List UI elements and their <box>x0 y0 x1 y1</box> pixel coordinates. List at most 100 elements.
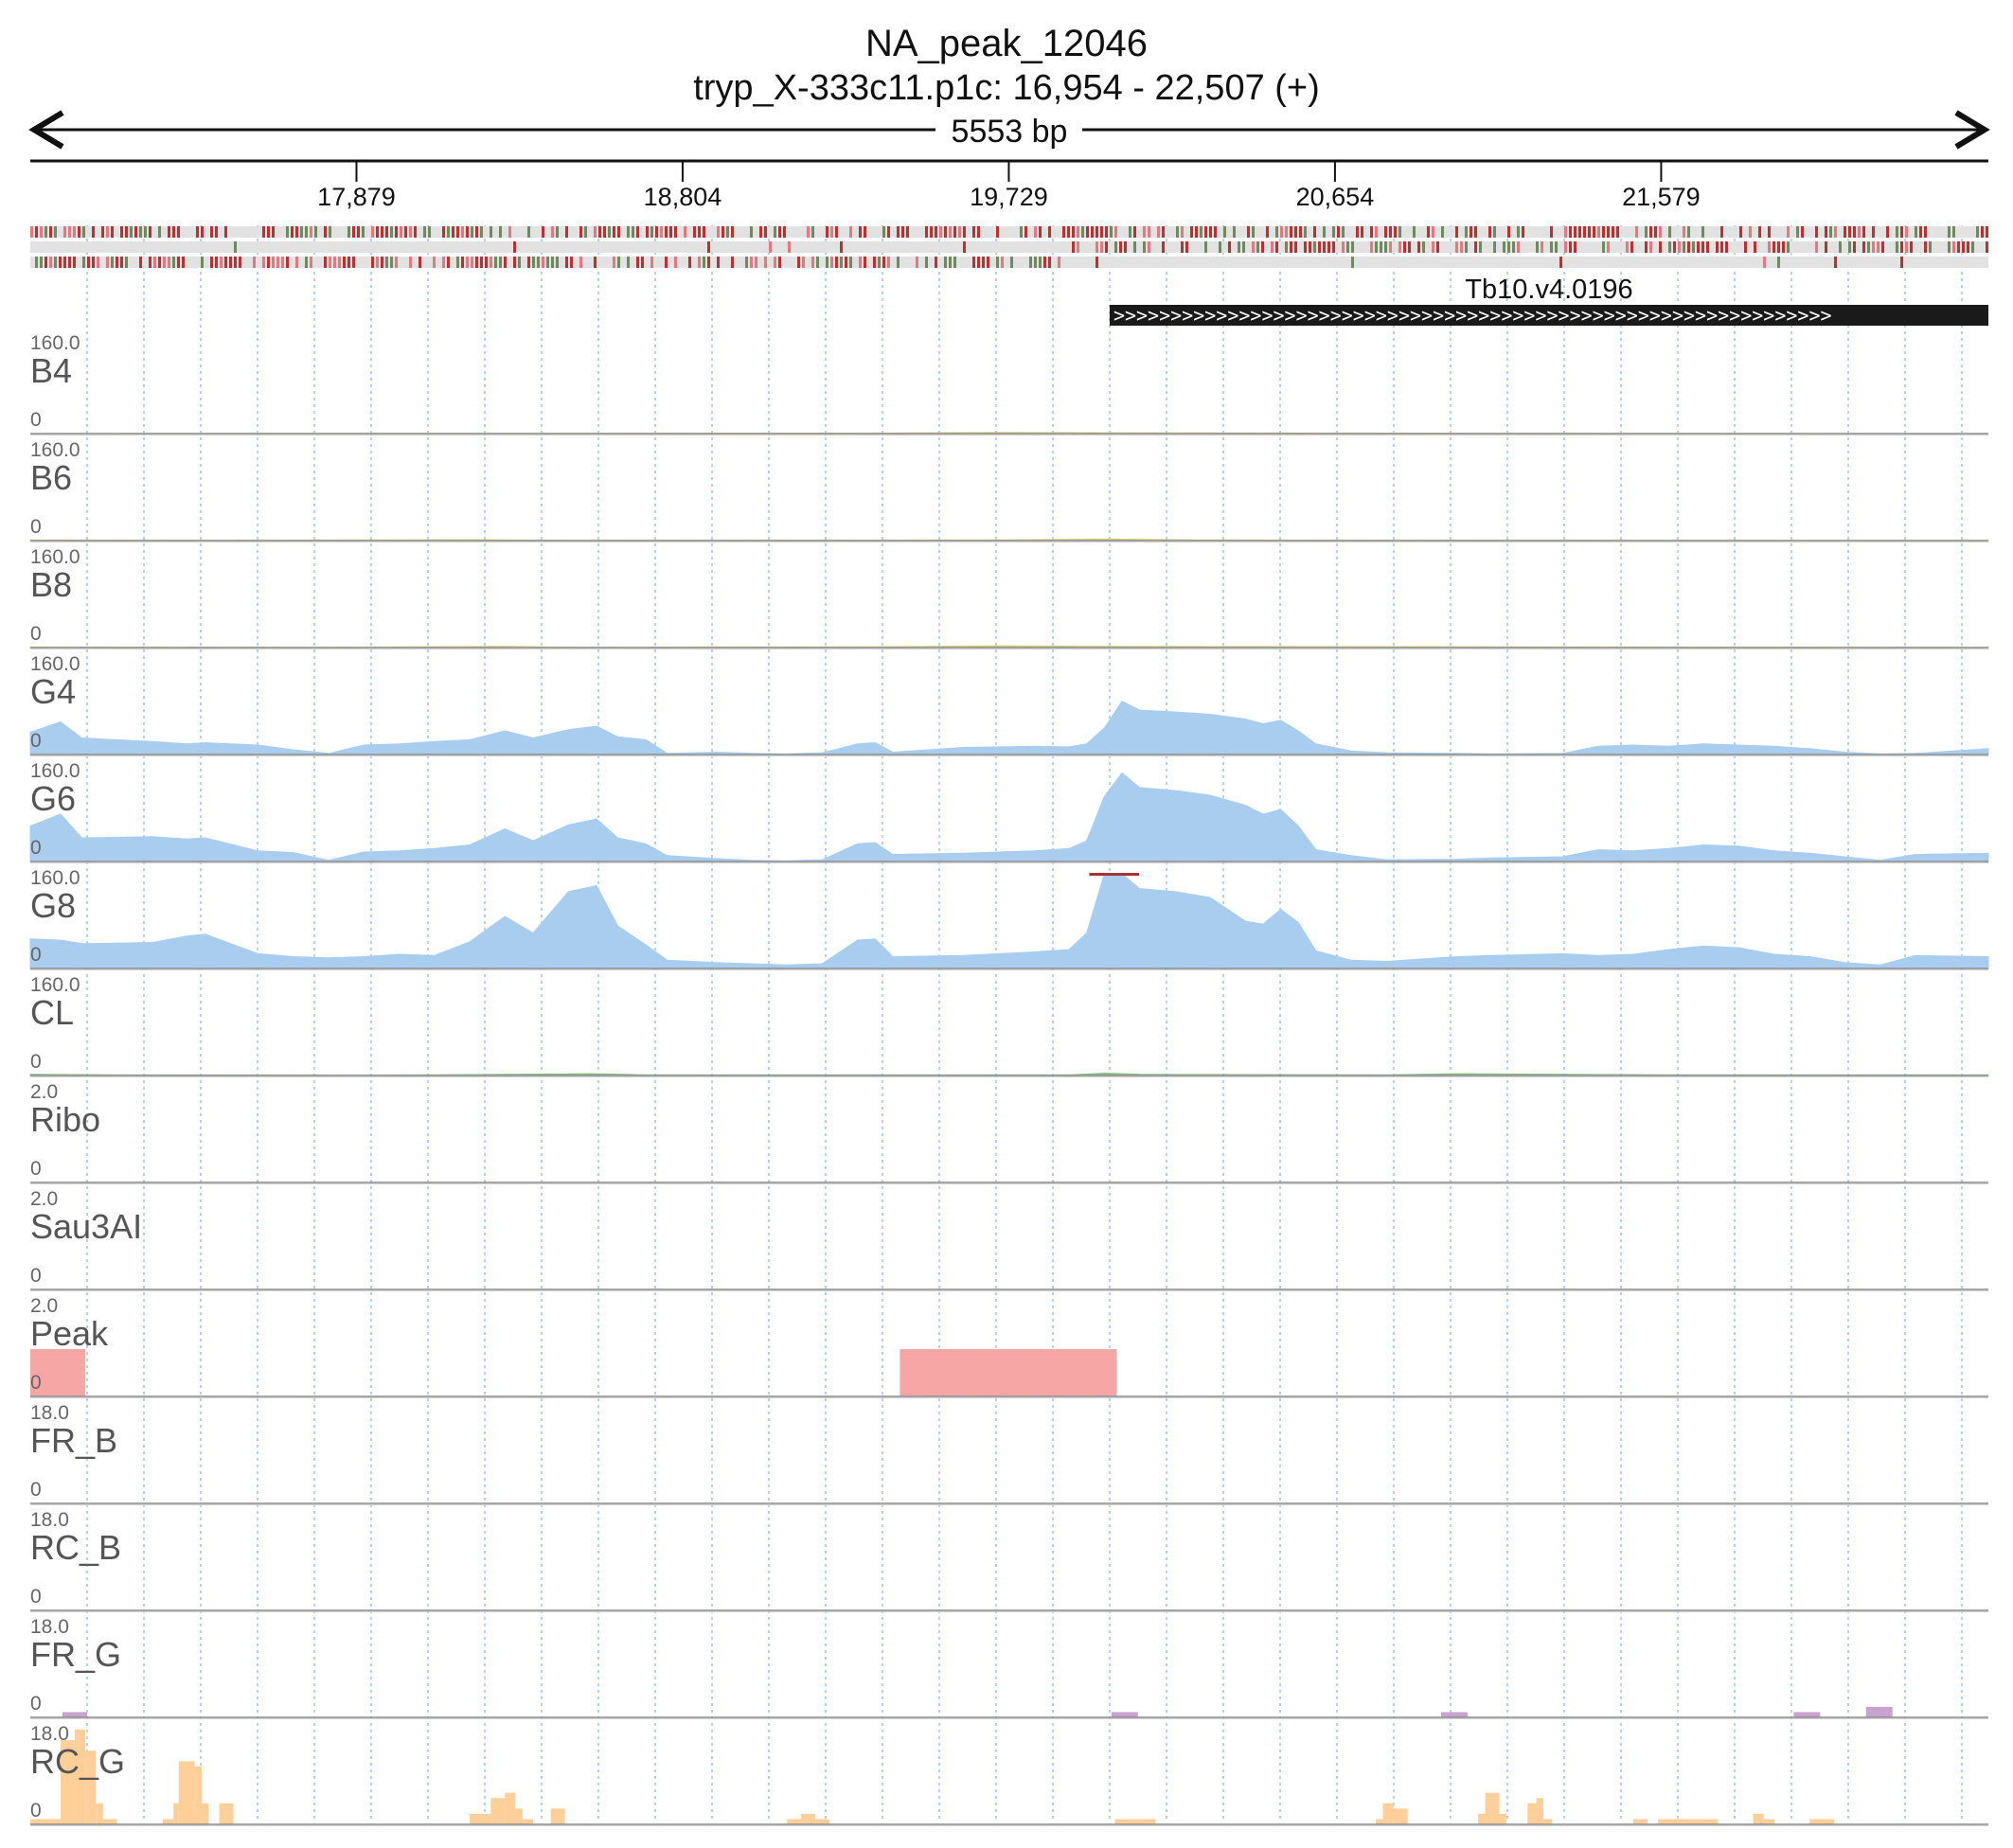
codon-mark <box>1763 257 1766 268</box>
codon-mark <box>1848 226 1851 238</box>
codon-mark <box>130 226 133 238</box>
codon-mark <box>925 257 928 268</box>
codon-mark <box>887 226 890 238</box>
track-min-label: 0 <box>30 1693 42 1715</box>
codon-mark <box>163 257 166 268</box>
codon-mark <box>778 257 781 268</box>
codon-mark <box>499 257 502 268</box>
codon-mark <box>220 257 223 268</box>
codon-mark <box>1659 241 1662 253</box>
codon-mark <box>1986 226 1988 238</box>
codon-mark <box>655 226 658 238</box>
codon-mark <box>1351 257 1354 268</box>
codon-mark <box>1020 226 1023 238</box>
codon-mark <box>1744 241 1747 253</box>
codon-mark <box>1574 241 1577 253</box>
codon-mark <box>1133 241 1136 253</box>
codon-mark <box>262 257 265 268</box>
interval-bar <box>1543 1819 1553 1824</box>
codon-mark <box>310 257 312 268</box>
track-name-label: B6 <box>30 458 72 497</box>
codon-mark <box>111 226 114 238</box>
locus-subtitle: tryp_X-333c11.p1c: 16,954 - 22,507 (+) <box>693 68 1320 108</box>
codon-mark <box>693 226 696 238</box>
interval-bar <box>900 1349 1117 1396</box>
codon-mark <box>120 257 123 268</box>
codon-mark <box>1616 226 1619 238</box>
track-min-label: 0 <box>30 516 42 538</box>
codon-mark <box>1900 257 1903 268</box>
interval-bar <box>1114 1819 1156 1824</box>
codon-mark <box>1299 226 1302 238</box>
codon-mark <box>1470 226 1472 238</box>
codon-mark <box>1910 241 1913 253</box>
interval-bar <box>515 1808 523 1824</box>
codon-mark <box>731 226 734 238</box>
interval-bar <box>1478 1813 1486 1824</box>
codon-mark <box>1687 226 1690 238</box>
codon-mark <box>168 257 170 268</box>
track-min-label: 0 <box>30 837 42 859</box>
codon-mark <box>802 257 805 268</box>
codon-mark <box>134 226 137 238</box>
codon-mark <box>1384 226 1387 238</box>
codon-mark <box>376 257 379 268</box>
codon-mark <box>674 257 677 268</box>
codon-mark <box>864 257 866 268</box>
codon-mark <box>1872 241 1875 253</box>
codon-mark <box>499 226 502 238</box>
codon-mark <box>1318 241 1321 253</box>
interval-bar <box>1632 1819 1648 1824</box>
codon-mark <box>1398 226 1401 238</box>
codon-mark <box>352 257 355 268</box>
codon-mark <box>584 226 587 238</box>
codon-mark <box>1522 226 1524 238</box>
track-name-label: G4 <box>30 672 76 711</box>
codon-mark <box>1948 226 1951 238</box>
codon-mark <box>1119 241 1122 253</box>
codon-mark <box>551 226 554 238</box>
track-max-label: 160.0 <box>30 332 80 354</box>
codon-mark <box>1436 241 1439 253</box>
codon-mark <box>759 226 762 238</box>
codon-mark <box>1692 241 1695 253</box>
codon-mark <box>1602 241 1605 253</box>
codon-mark <box>1394 226 1397 238</box>
codon-mark <box>1877 241 1879 253</box>
codon-mark <box>1280 226 1283 238</box>
track-max-label: 160.0 <box>30 974 80 996</box>
codon-mark <box>1048 257 1051 268</box>
codon-mark <box>385 257 388 268</box>
codon-mark <box>419 257 421 268</box>
codon-mark <box>1626 241 1629 253</box>
clip-marker <box>1106 873 1139 876</box>
codon-mark <box>1062 226 1065 238</box>
codon-mark <box>1720 226 1723 238</box>
codon-mark <box>1886 226 1889 238</box>
codon-mark <box>1342 241 1345 253</box>
track-min-label: 0 <box>30 623 42 645</box>
codon-mark <box>660 226 663 238</box>
codon-mark <box>1578 226 1581 238</box>
codon-mark <box>556 226 559 238</box>
gene-strand-arrows: >>>>>>>>>>>>>>>>>>>>>>>>>>>>>>>>>>>>>>>>… <box>1113 304 1832 327</box>
codon-mark <box>1773 241 1775 253</box>
codon-mark <box>428 226 431 238</box>
codon-mark <box>1228 241 1231 253</box>
codon-mark <box>1242 241 1245 253</box>
codon-mark <box>1602 226 1605 238</box>
codon-mark <box>371 226 374 238</box>
interval-bar <box>801 1813 815 1824</box>
codon-mark <box>125 257 128 268</box>
codon-mark <box>949 257 952 268</box>
codon-mark <box>944 226 947 238</box>
gene-body <box>1109 305 1988 326</box>
codon-mark <box>1001 257 1004 268</box>
track-min-label: 0 <box>30 409 42 431</box>
codon-mark <box>101 226 104 238</box>
codon-mark <box>532 257 535 268</box>
interval-bar <box>74 1730 86 1824</box>
codon-mark <box>1294 241 1297 253</box>
codon-mark <box>1815 226 1818 238</box>
codon-mark <box>513 241 516 253</box>
